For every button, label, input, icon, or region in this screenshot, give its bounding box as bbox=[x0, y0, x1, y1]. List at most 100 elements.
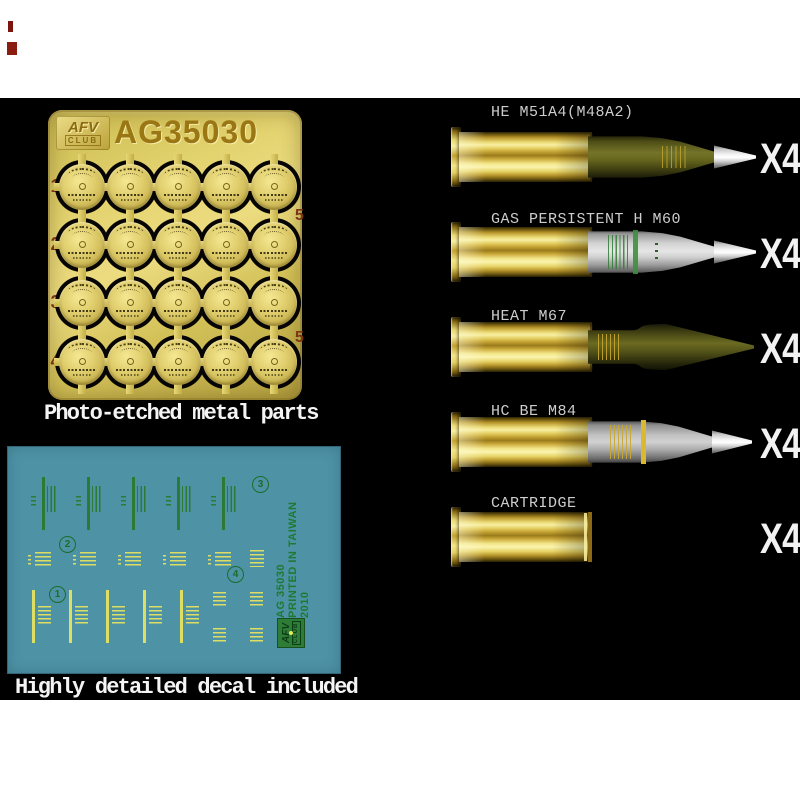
pe-disc-part bbox=[203, 339, 249, 385]
pe-disc-part bbox=[107, 222, 153, 268]
decal-yellow-marking bbox=[112, 606, 125, 625]
disc-engraving bbox=[68, 252, 96, 254]
case-mouth-highlight bbox=[584, 513, 587, 561]
pe-disc-part bbox=[59, 339, 105, 385]
decal-yellow-marking bbox=[125, 552, 141, 567]
projectile-hc bbox=[588, 421, 714, 463]
disc-engraving bbox=[121, 315, 139, 317]
disc-engraving bbox=[260, 369, 288, 371]
decal-yellow-marking bbox=[149, 606, 162, 625]
cartridge-case-empty bbox=[459, 512, 592, 562]
disc-engraving bbox=[260, 310, 288, 312]
disc-engraving bbox=[116, 284, 144, 298]
pe-disc-part bbox=[107, 339, 153, 385]
circled-number-1: 1 bbox=[49, 586, 66, 603]
disc-engraving bbox=[265, 374, 283, 376]
disc-engraving bbox=[212, 369, 240, 371]
disc-engraving bbox=[164, 168, 192, 182]
decal-yellow-marking bbox=[250, 550, 264, 567]
disc-engraving bbox=[175, 241, 182, 248]
disc-engraving bbox=[120, 173, 140, 183]
disc-engraving bbox=[68, 168, 96, 182]
disc-engraving bbox=[169, 199, 187, 201]
disc-engraving bbox=[264, 231, 284, 241]
projectile-dots bbox=[655, 243, 658, 261]
cartridge-rim bbox=[451, 507, 461, 567]
disc-engraving bbox=[217, 374, 235, 376]
side-label-5: 5 bbox=[295, 329, 304, 346]
disc-engraving bbox=[72, 173, 92, 183]
circled-number-2: 2 bbox=[59, 536, 76, 553]
pe-disc-part bbox=[203, 280, 249, 326]
decal-green-dots bbox=[121, 496, 126, 508]
disc-engraving bbox=[216, 289, 236, 299]
disc-engraving bbox=[72, 289, 92, 299]
disc-engraving bbox=[116, 252, 144, 254]
shell-label: HC BE M84 bbox=[491, 403, 577, 420]
disc-engraving bbox=[127, 299, 134, 306]
disc-engraving bbox=[217, 257, 235, 259]
pe-disc-part bbox=[107, 280, 153, 326]
decal-yellow-stripe bbox=[143, 590, 146, 643]
disc-engraving bbox=[121, 374, 139, 376]
disc-engraving bbox=[120, 289, 140, 299]
logo-dot bbox=[289, 631, 293, 635]
disc-engraving bbox=[120, 348, 140, 358]
logo-text-bottom: CLUB bbox=[64, 134, 102, 146]
shell-label: GAS PERSISTENT H M60 bbox=[491, 211, 682, 228]
shell-row-gas-m60: GAS PERSISTENT H M60 X4 bbox=[0, 197, 800, 309]
decal-green-text bbox=[137, 486, 146, 512]
pe-disc-part bbox=[59, 280, 105, 326]
disc-engraving bbox=[164, 194, 192, 196]
shell-row-cartridge: CARTRIDGE X4 bbox=[0, 482, 800, 594]
decal-yellow-marking bbox=[215, 552, 231, 567]
disc-engraving bbox=[212, 310, 240, 312]
decal-yellow-colon bbox=[28, 555, 31, 565]
disc-engraving bbox=[271, 183, 278, 190]
decal-yellow-marking bbox=[38, 606, 51, 625]
decal-yellow-colon bbox=[163, 555, 166, 565]
disc-engraving bbox=[212, 343, 240, 357]
disc-engraving bbox=[79, 241, 86, 248]
photo-etch-sheet: AFV CLUB AG35030 1 2 3 4 5 5 bbox=[48, 110, 304, 400]
pe-disc-part bbox=[251, 164, 297, 210]
disc-engraving bbox=[68, 194, 96, 196]
disc-engraving bbox=[264, 348, 284, 358]
sheet-code: AG35030 bbox=[114, 114, 258, 150]
fuze-tip bbox=[714, 240, 756, 264]
pe-disc-part bbox=[59, 164, 105, 210]
disc-engraving bbox=[271, 299, 278, 306]
disc-engraving bbox=[260, 252, 288, 254]
decal-green-dots bbox=[31, 496, 36, 508]
pe-disc-part bbox=[203, 164, 249, 210]
disc-engraving bbox=[175, 299, 182, 306]
disc-engraving bbox=[175, 358, 182, 365]
decal-yellow-marking bbox=[250, 628, 263, 643]
cartridge-case bbox=[459, 322, 592, 372]
decal-yellow-colon bbox=[208, 555, 211, 565]
decal-green-stripe bbox=[222, 477, 225, 530]
decal-yellow-marking bbox=[213, 592, 226, 607]
cartridge-rim bbox=[451, 222, 461, 282]
disc-engraving bbox=[73, 199, 91, 201]
pe-disc-part bbox=[155, 222, 201, 268]
disc-engraving bbox=[260, 168, 288, 182]
disc-engraving bbox=[164, 310, 192, 312]
decal-green-dots bbox=[211, 496, 216, 508]
disc-engraving bbox=[175, 183, 182, 190]
disc-engraving bbox=[212, 284, 240, 298]
shell-row-hc-m84: HC BE M84 X4 bbox=[0, 387, 800, 499]
disc-engraving bbox=[264, 173, 284, 183]
quantity-label: X4 bbox=[760, 325, 800, 373]
cartridge-case bbox=[459, 227, 592, 277]
quantity-label: X4 bbox=[760, 230, 800, 278]
projectile-stencil-marks bbox=[608, 235, 630, 269]
disc-engraving bbox=[216, 173, 236, 183]
disc-engraving bbox=[216, 348, 236, 358]
projectile-he bbox=[588, 136, 716, 178]
pe-disc-part bbox=[251, 280, 297, 326]
disc-engraving bbox=[169, 374, 187, 376]
decal-green-stripe bbox=[132, 477, 135, 530]
disc-engraving bbox=[127, 183, 134, 190]
decal-yellow-marking bbox=[186, 606, 199, 625]
